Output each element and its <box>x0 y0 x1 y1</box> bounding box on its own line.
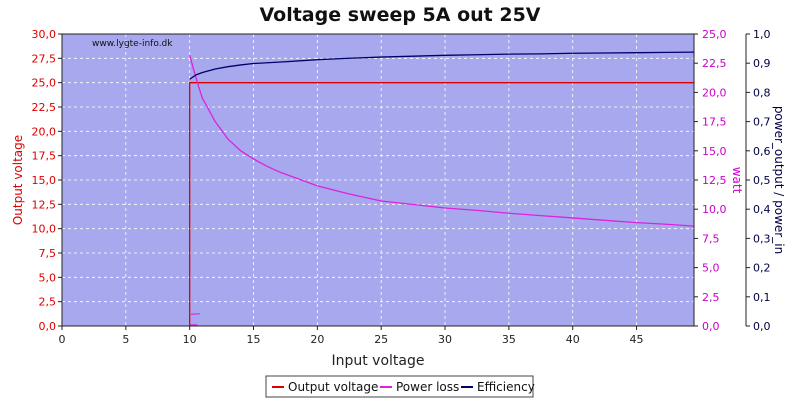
y-right2-tick-label: 0,4 <box>753 203 771 216</box>
y-right2-tick-label: 0,2 <box>753 262 771 275</box>
watermark: www.lygte-info.dk <box>92 39 173 49</box>
legend-label-output-voltage: Output voltage <box>288 380 378 394</box>
y-right1-axis-label: watt <box>730 167 744 194</box>
legend-label-power-loss: Power loss <box>396 380 459 394</box>
x-tick-label: 45 <box>630 333 644 346</box>
y-left-tick-label: 2,5 <box>39 296 57 309</box>
x-tick-label: 40 <box>566 333 580 346</box>
y-right1-tick-label: 0,0 <box>702 320 720 333</box>
series-line-power-loss <box>189 54 695 227</box>
x-tick-label: 15 <box>247 333 261 346</box>
y-left-tick-label: 7,5 <box>39 247 57 260</box>
y-right2-tick-label: 0,6 <box>753 145 771 158</box>
y-left-tick-label: 5,0 <box>39 271 57 284</box>
y-right1-tick-label: 22,5 <box>702 57 727 70</box>
y-left-tick-label: 12,5 <box>32 198 57 211</box>
y-left-tick-label: 22,5 <box>32 101 57 114</box>
x-tick-label: 0 <box>59 333 66 346</box>
y-right1-tick-label: 12,5 <box>702 174 727 187</box>
x-tick-label: 10 <box>183 333 197 346</box>
y-right1-tick-label: 7,5 <box>702 232 720 245</box>
series-line-output-voltage <box>189 82 694 326</box>
y-right1-tick-label: 20,0 <box>702 86 727 99</box>
y-right1-tick-label: 2,5 <box>702 291 720 304</box>
y-left-axis-label: Output voltage <box>11 135 25 225</box>
y-right1-tick-label: 25,0 <box>702 28 727 41</box>
y-left-tick-label: 17,5 <box>32 150 57 163</box>
y-right1-tick-label: 10,0 <box>702 203 727 216</box>
y-left-tick-label: 20,0 <box>32 125 57 138</box>
y-right2-tick-label: 0,1 <box>753 291 771 304</box>
axes: 0 5 10 15 20 25 30 35 40 45 0,0 2,5 5,0 7,5 10,0 12,5 15… <box>32 28 771 346</box>
y-left-tick-label: 10,0 <box>32 223 57 236</box>
series-line-artifact <box>190 313 200 315</box>
y-right2-tick-label: 1,0 <box>753 28 771 41</box>
series-layer <box>189 51 695 326</box>
y-right2-tick-label: 0,5 <box>753 174 771 187</box>
y-left-tick-label: 27,5 <box>32 52 57 65</box>
x-tick-label: 25 <box>374 333 388 346</box>
y-left-tick-label: 25,0 <box>32 77 57 90</box>
legend-label-efficiency: Efficiency <box>477 380 535 394</box>
y-right2-tick-label: 0,8 <box>753 86 771 99</box>
y-right1-tick-label: 5,0 <box>702 262 720 275</box>
series-line-efficiency <box>189 51 695 80</box>
y-right2-tick-label: 0,3 <box>753 232 771 245</box>
x-axis-label: Input voltage <box>331 353 424 369</box>
x-tick-label: 20 <box>310 333 324 346</box>
plot-area <box>62 34 694 326</box>
chart-title: Voltage sweep 5A out 25V <box>259 4 540 26</box>
y-right2-axis-label: power_output / power_in <box>772 106 786 254</box>
y-right1-tick-label: 15,0 <box>702 145 727 158</box>
x-tick-label: 30 <box>438 333 452 346</box>
y-right2-tick-label: 0,0 <box>753 320 771 333</box>
y-right2-tick-label: 0,7 <box>753 116 771 129</box>
y-right2-tick-label: 0,9 <box>753 57 771 70</box>
legend-frame <box>265 375 534 398</box>
y-left-tick-label: 30,0 <box>32 28 57 41</box>
x-tick-label: 5 <box>122 333 129 346</box>
x-tick-label: 35 <box>502 333 516 346</box>
legend: Output voltage Power loss Efficiency <box>265 375 535 398</box>
y-left-tick-label: 15,0 <box>32 174 57 187</box>
y-right1-tick-label: 17,5 <box>702 116 727 129</box>
y-left-tick-label: 0,0 <box>39 320 57 333</box>
